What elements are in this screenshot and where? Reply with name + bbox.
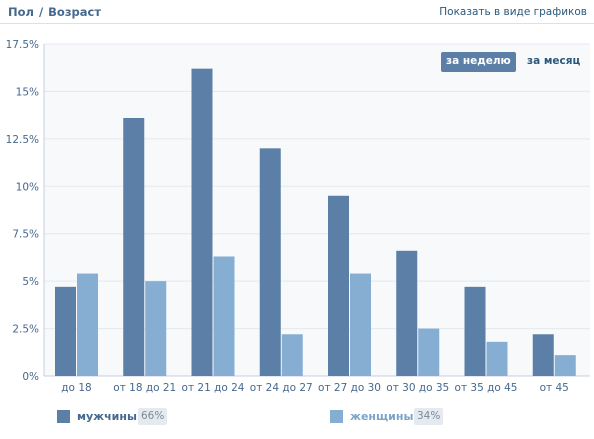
x-tick-label: от 21 до 24 (182, 382, 245, 394)
bar-men (396, 250, 418, 376)
bar-men (328, 195, 349, 376)
show-as-graphs-link[interactable]: Показать в виде графиков (439, 6, 587, 18)
x-tick-label: от 45 (540, 382, 569, 394)
legend-label-women: женщины (350, 410, 414, 423)
page-header: Пол / Возраст Показать в виде графиков (0, 0, 594, 24)
x-tick-label: от 27 до 30 (318, 382, 381, 394)
bar-men (259, 148, 281, 376)
bar-women (213, 256, 235, 376)
y-tick-label: 10% (16, 181, 39, 193)
bar-women (350, 273, 371, 376)
x-tick-label: до 18 (61, 382, 91, 394)
bar-women (281, 334, 303, 376)
legend-share-women: 34% (414, 408, 444, 425)
age-bar-chart: 0% 2.5% 5% 7.5% 10% 12.5% 15% 17.5% до 18 от 18 д… (6, 39, 590, 394)
bar-women (77, 273, 98, 376)
breadcrumb-separator: / (38, 5, 44, 19)
period-week-button[interactable]: за неделю (441, 52, 516, 72)
breadcrumb-section[interactable]: Пол (8, 5, 34, 19)
y-tick-label: 7.5% (12, 229, 39, 241)
x-tick-label: от 18 до 21 (113, 382, 176, 394)
y-tick-label: 0% (22, 371, 39, 383)
y-tick-label: 12.5% (6, 134, 39, 146)
x-tick-label: от 35 до 45 (455, 382, 518, 394)
breadcrumb: Пол / Возраст (8, 5, 101, 19)
x-tick-label: от 30 до 35 (386, 382, 449, 394)
bar-women (486, 341, 508, 376)
breadcrumb-current: Возраст (48, 5, 101, 19)
legend-share-men: 66% (138, 408, 168, 425)
bar-men (55, 286, 76, 376)
bar-men (464, 286, 486, 376)
x-tick-label: от 24 до 27 (250, 382, 313, 394)
y-tick-label: 2.5% (12, 324, 39, 336)
bar-men (123, 117, 145, 376)
bar-women (418, 328, 440, 376)
legend-swatch-men (57, 410, 70, 423)
bar-women (145, 281, 167, 376)
legend-swatch-women (330, 410, 343, 423)
legend-label-men: мужчины (77, 410, 137, 423)
bar-men (191, 68, 213, 377)
period-month-button[interactable]: за месяц (527, 55, 581, 67)
bar-men (532, 334, 554, 376)
chart-legend: мужчины 66% женщины 34% (0, 400, 594, 439)
y-tick-label: 15% (16, 86, 39, 98)
y-tick-label: 17.5% (6, 39, 39, 51)
y-tick-label: 5% (22, 276, 39, 288)
bar-women (554, 355, 576, 376)
